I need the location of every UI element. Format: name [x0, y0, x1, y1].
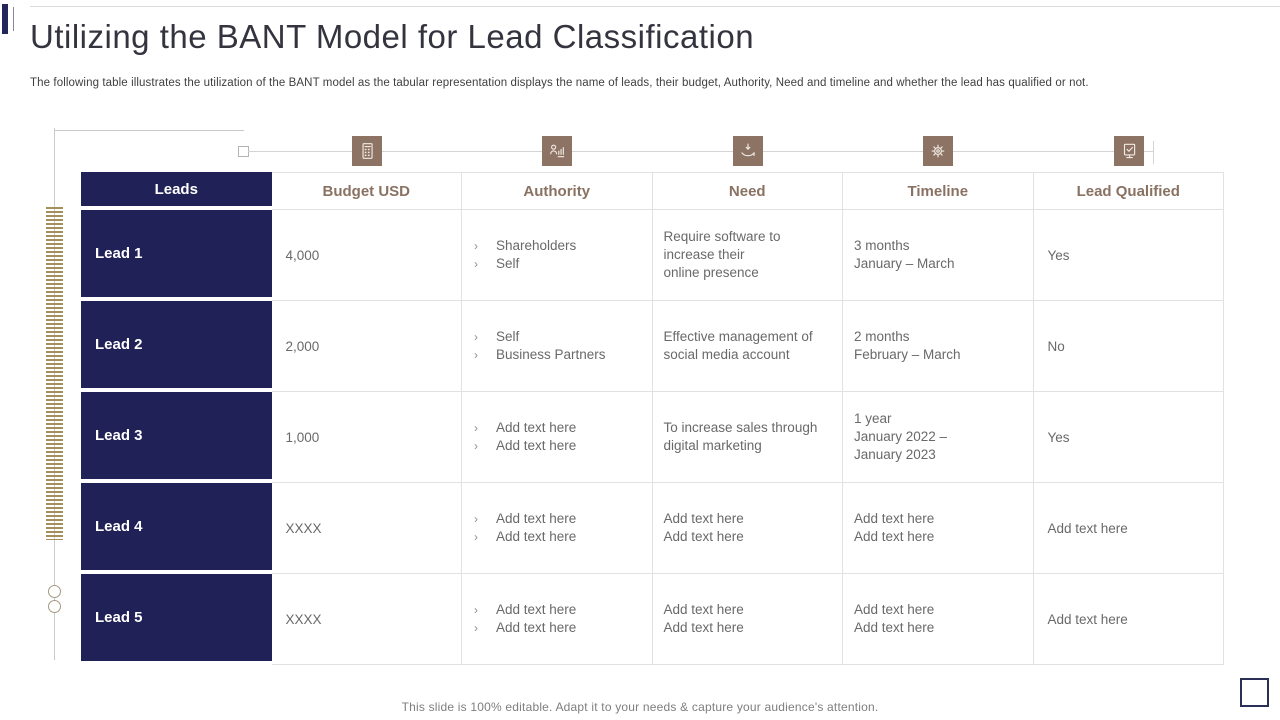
- need-cell[interactable]: To increase sales through digital marketi…: [652, 392, 843, 483]
- lead-name-cell[interactable]: Lead 3: [81, 392, 272, 483]
- timeline-cell[interactable]: Add text here Add text here: [843, 483, 1034, 574]
- decoration-circle: [48, 600, 61, 613]
- decoration-circle: [48, 585, 61, 598]
- need-cell[interactable]: Add text here Add text here: [652, 483, 843, 574]
- lead-qualified-cell[interactable]: Add text here: [1033, 574, 1224, 665]
- authority-cell[interactable]: › Shareholders › Self: [462, 210, 653, 301]
- corner-accent-tick: [13, 7, 14, 31]
- column-header-need[interactable]: Need: [652, 172, 843, 210]
- lead-qualified-cell[interactable]: Add text here: [1033, 483, 1224, 574]
- authority-cell[interactable]: › Self › Business Partners: [462, 301, 653, 392]
- timeline-cell[interactable]: Add text here Add text here: [843, 574, 1034, 665]
- timeline-cell[interactable]: 2 months February – March: [843, 301, 1034, 392]
- timeline-cell[interactable]: 3 months January – March: [843, 210, 1034, 301]
- column-header-timeline[interactable]: Timeline: [843, 172, 1034, 210]
- icon-connector-end-tick: [1153, 141, 1154, 164]
- need-hand-arrow-icon[interactable]: [732, 136, 763, 166]
- page-title[interactable]: Utilizing the BANT Model for Lead Classi…: [30, 18, 755, 55]
- column-header-budget[interactable]: Budget USD: [271, 172, 462, 210]
- need-cell[interactable]: Require software to increase their online …: [652, 210, 843, 301]
- lead-name-cell[interactable]: Lead 5: [81, 574, 272, 665]
- footer-note[interactable]: This slide is 100% editable. Adapt it to…: [401, 700, 879, 714]
- budget-cell[interactable]: 4,000: [271, 210, 462, 301]
- timeline-cell[interactable]: 1 year January 2022 – January 2023: [843, 392, 1034, 483]
- budget-calculator-icon[interactable]: [351, 136, 382, 166]
- left-decoration-ladder[interactable]: [46, 207, 63, 540]
- lead-qualified-cell[interactable]: No: [1033, 301, 1224, 392]
- column-header-leads[interactable]: Leads: [81, 172, 272, 210]
- lead-qualified-cell[interactable]: Yes: [1033, 392, 1224, 483]
- column-icon-strip: [81, 136, 1224, 166]
- page-subtitle[interactable]: The following table illustrates the util…: [30, 77, 1089, 89]
- bant-table: Leads Budget USD Authority Need Timeline…: [81, 172, 1224, 665]
- authority-person-chart-icon[interactable]: [542, 136, 573, 166]
- need-cell[interactable]: Add text here Add text here: [652, 574, 843, 665]
- lead-name-cell[interactable]: Lead 4: [81, 483, 272, 574]
- lead-qualified-document-check-icon[interactable]: [1113, 136, 1144, 166]
- icon-connector-line: [248, 151, 1153, 152]
- timeline-gear-icon[interactable]: [923, 136, 954, 166]
- icon-slot-empty: [81, 136, 272, 166]
- need-cell[interactable]: Effective management of social media acco…: [652, 301, 843, 392]
- lead-name-cell[interactable]: Lead 1: [81, 210, 272, 301]
- column-header-authority[interactable]: Authority: [462, 172, 653, 210]
- lead-qualified-cell[interactable]: Yes: [1033, 210, 1224, 301]
- column-header-lead-qualified[interactable]: Lead Qualified: [1033, 172, 1224, 210]
- budget-cell[interactable]: 2,000: [271, 301, 462, 392]
- corner-placeholder-square[interactable]: [1240, 678, 1269, 707]
- authority-cell[interactable]: › Add text here › Add text here: [462, 483, 653, 574]
- budget-cell[interactable]: 1,000: [271, 392, 462, 483]
- budget-cell[interactable]: XXXX: [271, 483, 462, 574]
- authority-cell[interactable]: › Add text here › Add text here: [462, 392, 653, 483]
- selection-frame-line: [55, 130, 244, 131]
- budget-cell[interactable]: XXXX: [271, 574, 462, 665]
- top-divider-line: [30, 6, 1280, 7]
- authority-cell[interactable]: › Add text here › Add text here: [462, 574, 653, 665]
- corner-accent-bar: [2, 4, 8, 34]
- lead-name-cell[interactable]: Lead 2: [81, 301, 272, 392]
